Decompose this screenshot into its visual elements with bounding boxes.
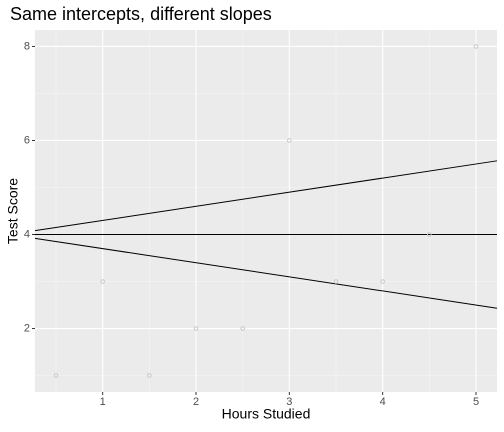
y-axis-label: Test Score	[5, 178, 21, 244]
x-tick-label: 1	[100, 396, 106, 408]
x-tick-label: 3	[286, 396, 292, 408]
reference-line	[34, 160, 498, 232]
point	[100, 279, 105, 284]
point	[473, 44, 479, 49]
point	[380, 279, 385, 284]
reference-line	[34, 237, 498, 309]
y-tick-label: 6	[24, 134, 30, 146]
x-axis-label: Hours Studied	[222, 406, 311, 422]
x-tick-label: 2	[193, 396, 199, 408]
y-tick-label: 8	[24, 40, 30, 52]
point	[53, 373, 59, 378]
point	[147, 373, 152, 378]
point	[193, 326, 199, 331]
y-tick-label: 2	[24, 322, 30, 334]
x-tick-label: 4	[380, 396, 386, 408]
panel	[35, 30, 497, 392]
y-tick-label: 4	[24, 228, 30, 240]
x-tick-label: 5	[473, 396, 479, 408]
point	[427, 232, 432, 237]
chart-title: Same intercepts, different slopes	[10, 4, 272, 24]
point	[333, 279, 339, 284]
point	[240, 326, 245, 331]
point	[287, 138, 292, 143]
